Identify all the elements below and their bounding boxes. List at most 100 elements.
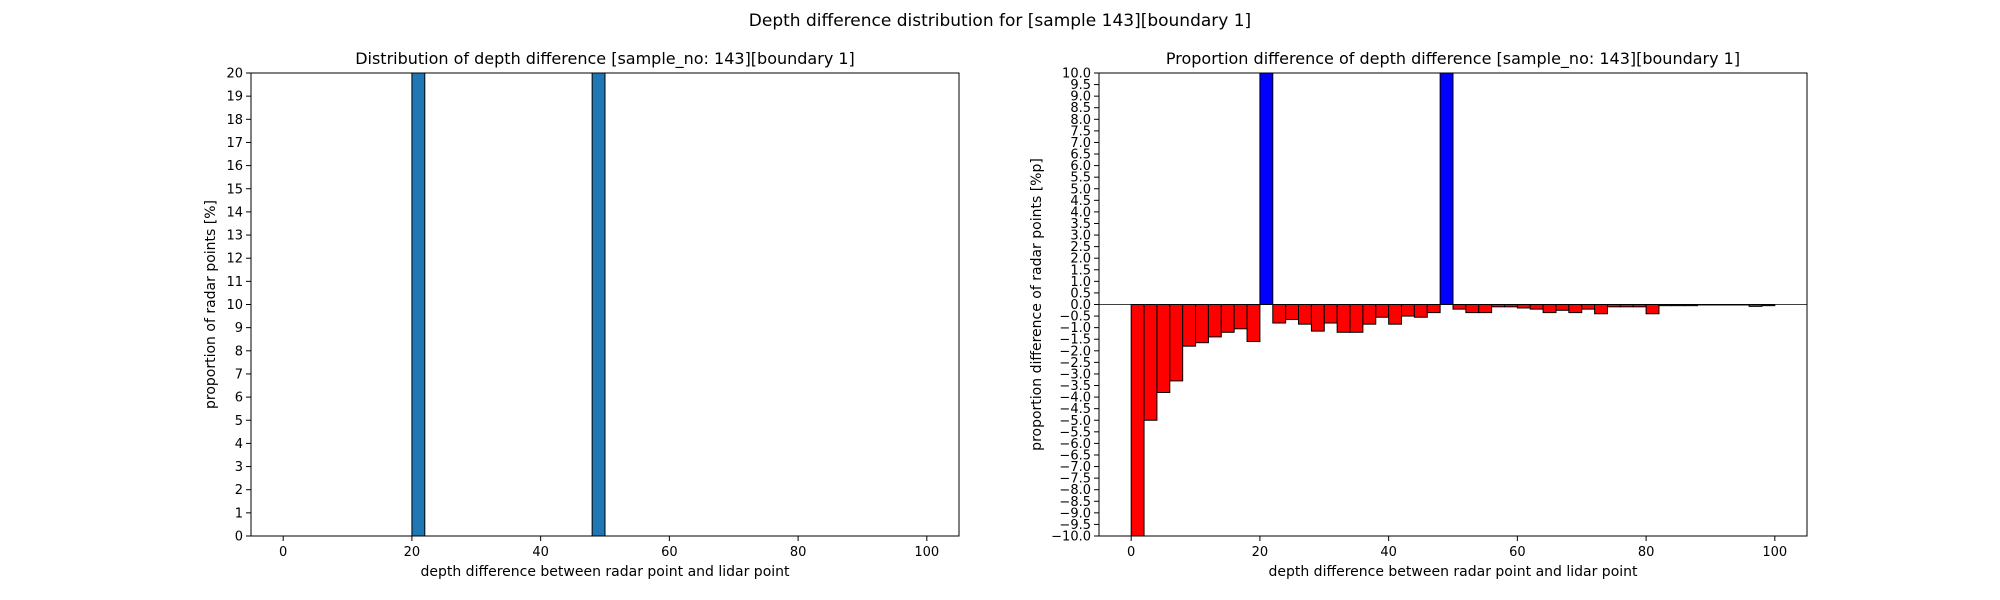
y-tick-label-1-25: 2.5 <box>1070 240 1091 255</box>
bar-1-13 <box>1298 304 1312 325</box>
y-tick-label-0-5: 5 <box>235 414 243 429</box>
y-tick-label-1-36: 8.0 <box>1070 113 1091 128</box>
y-tick-label-1-29: 4.5 <box>1070 194 1091 209</box>
y-tick-label-0-18: 18 <box>226 113 243 128</box>
y-tick-label-1-18: −1.0 <box>1059 321 1091 336</box>
y-tick-label-1-30: 5.0 <box>1070 182 1091 197</box>
y-tick-label-1-15: −2.5 <box>1059 356 1091 371</box>
right-chart-x-label: depth difference between radar point and… <box>1268 564 1638 580</box>
y-tick-label-1-27: 3.5 <box>1070 217 1091 232</box>
bar-1-3 <box>1169 304 1184 382</box>
right-chart-x-ticks: 0 20 40 60 80 100 <box>1127 536 1787 560</box>
y-tick-label-1-19: −0.5 <box>1059 310 1091 325</box>
y-tick-label-1-21: 0.5 <box>1070 286 1091 301</box>
x-tick-label-0-0: 0 <box>279 545 287 560</box>
x-tick-label-0-4: 80 <box>790 545 807 560</box>
x-tick-label-1-0: 0 <box>1127 545 1135 560</box>
y-tick-label-0-16: 16 <box>226 159 243 174</box>
left-chart-x-label: depth difference between radar point and… <box>420 564 790 580</box>
bar-1-30 <box>1516 304 1531 309</box>
y-tick-label-1-5: −7.5 <box>1059 472 1091 487</box>
bar-1-35 <box>1581 304 1596 310</box>
y-tick-label-0-13: 13 <box>226 229 243 244</box>
bar-1-10 <box>1259 72 1274 305</box>
bar-1-20 <box>1388 304 1403 325</box>
y-tick-label-1-35: 7.5 <box>1070 124 1091 139</box>
right-chart-y-label: proportion difference of radar points [%… <box>1029 158 1045 451</box>
y-tick-label-1-20: 0.0 <box>1070 298 1091 313</box>
left-chart-title: Distribution of depth difference [sample… <box>355 49 855 69</box>
x-tick-label-1-5: 100 <box>1762 545 1787 560</box>
y-tick-label-1-4: −8.0 <box>1059 483 1091 498</box>
y-tick-label-0-2: 2 <box>235 483 243 498</box>
x-tick-label-1-4: 80 <box>1638 545 1655 560</box>
left-chart-x-ticks: 0 20 40 60 80 100 <box>279 536 939 560</box>
y-tick-label-1-23: 1.5 <box>1070 263 1091 278</box>
y-tick-label-1-13: −3.5 <box>1059 379 1091 394</box>
bar-1-23 <box>1426 304 1441 314</box>
bar-1-5 <box>1195 304 1209 344</box>
y-tick-label-1-33: 6.5 <box>1070 148 1091 163</box>
y-tick-label-1-3: −8.5 <box>1059 495 1091 510</box>
y-tick-label-0-10: 10 <box>226 298 243 313</box>
y-tick-label-0-15: 15 <box>226 182 243 197</box>
left-chart-y-label: proportion of radar points [%] <box>203 200 219 409</box>
x-tick-label-1-2: 40 <box>1380 545 1397 560</box>
x-tick-label-1-1: 20 <box>1252 545 1269 560</box>
y-tick-label-0-9: 9 <box>235 321 243 336</box>
bar-1-7 <box>1220 304 1235 333</box>
y-tick-label-0-7: 7 <box>235 367 243 382</box>
bar-1-40 <box>1645 304 1660 315</box>
figure-suptitle: Depth difference distribution for [sampl… <box>749 11 1251 31</box>
y-tick-label-0-17: 17 <box>226 136 243 151</box>
y-tick-label-0-14: 14 <box>226 205 243 220</box>
y-tick-label-1-37: 8.5 <box>1070 101 1091 116</box>
y-tick-label-1-14: −3.0 <box>1059 367 1091 382</box>
y-tick-label-1-40: 10.0 <box>1062 67 1091 82</box>
bar-1-25 <box>1452 304 1467 310</box>
bar-0-1 <box>591 72 606 537</box>
y-tick-label-1-6: −7.0 <box>1059 460 1091 475</box>
bar-1-31 <box>1529 304 1544 310</box>
bar-1-21 <box>1401 304 1415 317</box>
y-tick-label-1-34: 7.0 <box>1070 136 1091 151</box>
bar-1-15 <box>1323 304 1338 324</box>
bar-1-33 <box>1555 304 1570 311</box>
bar-1-0 <box>1130 304 1145 537</box>
bar-1-12 <box>1285 304 1300 321</box>
bar-1-4 <box>1182 304 1197 347</box>
y-tick-label-1-10: −5.0 <box>1059 414 1091 429</box>
bar-1-32 <box>1542 304 1557 314</box>
right-chart-y-ticks: −10.0−9.5−9.0−8.5−8.0−7.5−7.0−6.5−6.0−5.… <box>1051 67 1099 545</box>
bar-1-27 <box>1478 304 1493 314</box>
right-chart: Proportion difference of depth differenc… <box>1029 49 1808 580</box>
bar-1-24 <box>1439 72 1454 305</box>
bar-1-36 <box>1594 304 1608 315</box>
bar-1-14 <box>1310 304 1325 332</box>
bar-1-9 <box>1246 304 1261 343</box>
y-tick-label-1-22: 1.0 <box>1070 275 1091 290</box>
x-tick-label-0-5: 100 <box>914 545 939 560</box>
y-tick-label-1-9: −5.5 <box>1059 425 1091 440</box>
y-tick-label-0-12: 12 <box>226 252 243 267</box>
bar-1-18 <box>1362 304 1377 325</box>
y-tick-label-0-0: 0 <box>235 530 243 545</box>
y-tick-label-0-8: 8 <box>235 344 243 359</box>
y-tick-label-1-38: 9.0 <box>1070 90 1091 105</box>
y-tick-label-1-16: −2.0 <box>1059 344 1091 359</box>
y-tick-label-1-8: −6.0 <box>1059 437 1091 452</box>
y-tick-label-1-26: 3.0 <box>1070 229 1091 244</box>
bar-1-6 <box>1207 304 1222 338</box>
bar-0-0 <box>411 72 426 537</box>
left-chart-bars <box>411 72 606 537</box>
x-tick-label-0-1: 20 <box>404 545 421 560</box>
y-tick-label-0-3: 3 <box>235 460 243 475</box>
y-tick-label-1-39: 9.5 <box>1070 78 1091 93</box>
y-tick-label-0-20: 20 <box>226 67 243 82</box>
x-tick-label-0-3: 60 <box>661 545 678 560</box>
y-tick-label-1-12: −4.0 <box>1059 391 1091 406</box>
y-tick-label-1-0: −10.0 <box>1051 530 1091 545</box>
bar-1-16 <box>1336 304 1351 333</box>
